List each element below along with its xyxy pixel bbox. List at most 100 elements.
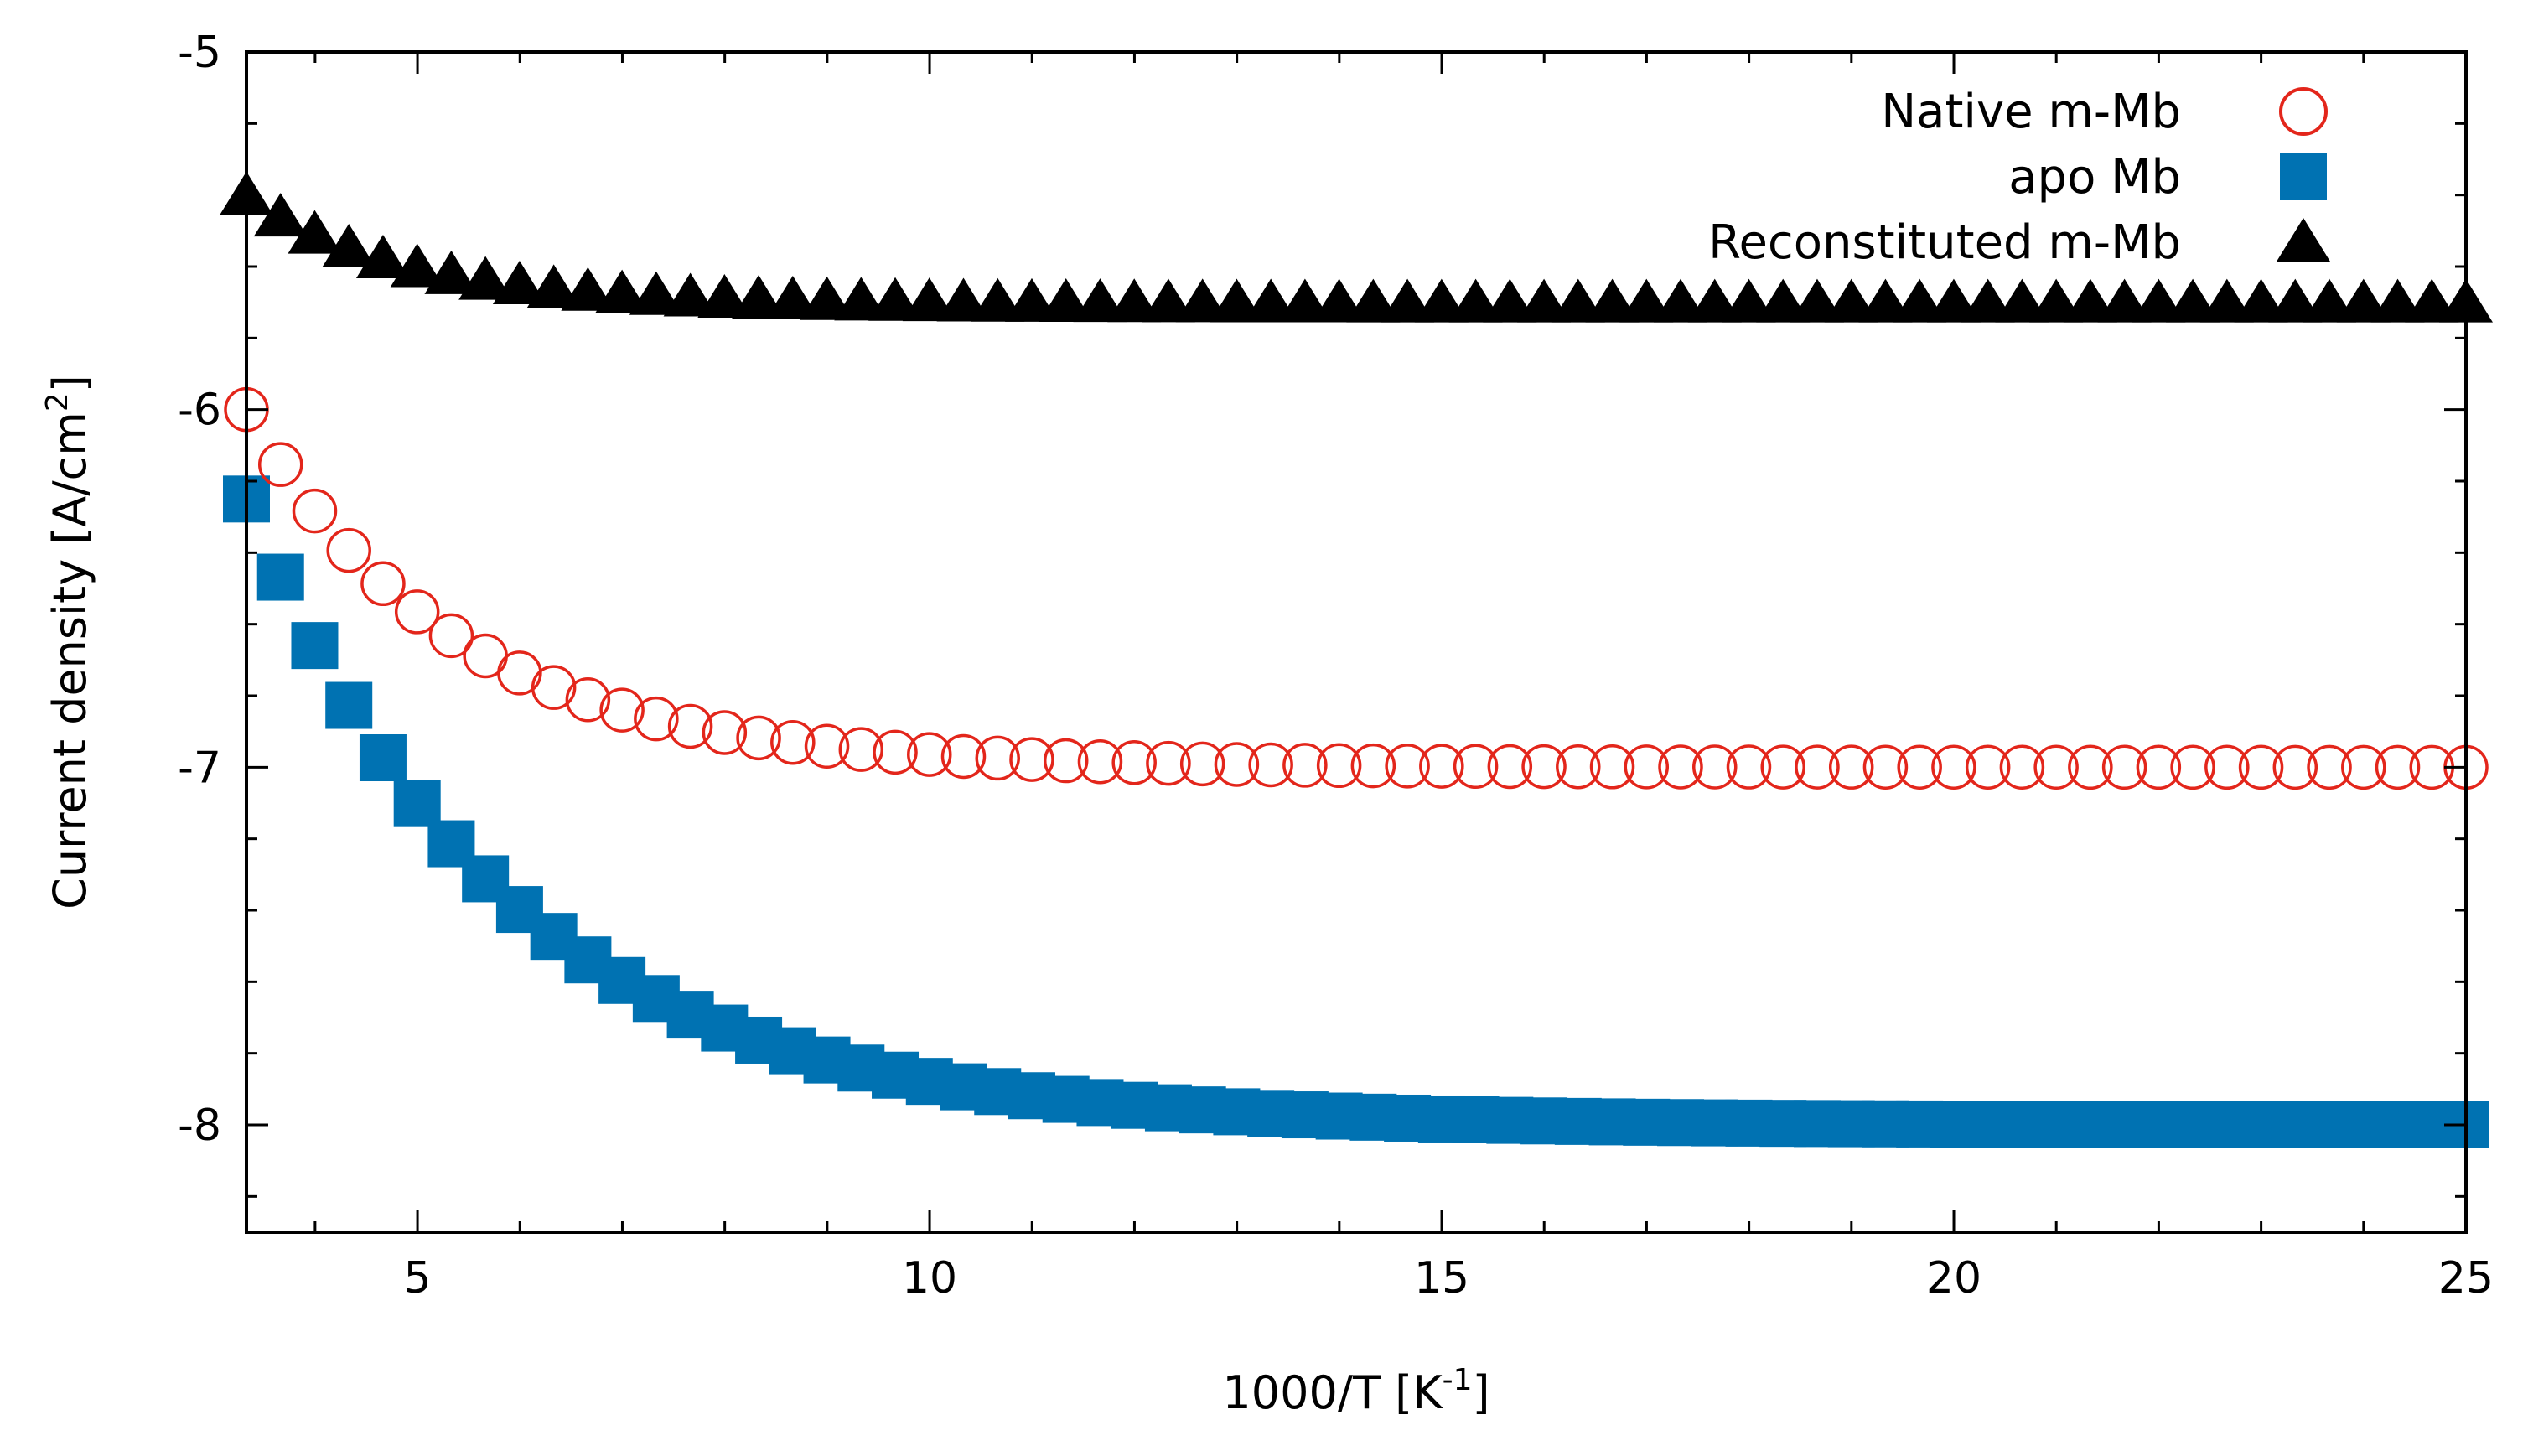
y-tick-label: -5 xyxy=(178,28,221,78)
data-point xyxy=(1999,744,2045,790)
data-point xyxy=(2199,278,2254,323)
data-point xyxy=(1726,744,1772,790)
data-point xyxy=(458,256,513,300)
data-point xyxy=(1043,738,1089,784)
data-point xyxy=(936,277,991,322)
data-point xyxy=(1483,278,1537,323)
data-point xyxy=(1312,278,1366,323)
data-point xyxy=(940,733,987,780)
data-point xyxy=(1111,739,1157,785)
data-point xyxy=(257,442,303,487)
legend-marker-native xyxy=(2279,87,2328,136)
data-point xyxy=(1722,278,1776,323)
data-point xyxy=(1419,744,1464,789)
data-point xyxy=(1248,742,1293,788)
plot-frame xyxy=(245,50,2468,1234)
data-point xyxy=(873,729,918,775)
legend-label-apo: apo Mb xyxy=(2008,150,2181,205)
data-point xyxy=(838,727,884,772)
data-point xyxy=(2234,278,2288,323)
data-point xyxy=(2132,278,2186,323)
data-point xyxy=(2170,744,2215,790)
legend-label-reconstituted: Reconstituted m-Mb xyxy=(1708,215,2181,270)
data-point xyxy=(2375,744,2421,790)
data-point xyxy=(595,269,650,313)
data-point xyxy=(1073,278,1127,323)
data-point xyxy=(1931,744,1976,790)
data-point xyxy=(2238,744,2284,790)
data-point xyxy=(1077,738,1123,785)
data-point xyxy=(834,277,888,321)
data-point xyxy=(561,267,615,311)
data-point xyxy=(1453,744,1499,790)
data-point xyxy=(424,250,479,294)
data-point xyxy=(2101,744,2147,790)
data-points xyxy=(220,171,2493,1148)
data-point xyxy=(2033,744,2079,790)
data-point xyxy=(565,677,611,723)
data-point xyxy=(1381,278,1435,323)
data-point xyxy=(1619,278,1674,323)
data-point xyxy=(1926,278,1981,323)
data-point xyxy=(1624,744,1670,790)
data-point xyxy=(1448,278,1503,323)
x-tick-label: 20 xyxy=(1926,1253,1981,1303)
data-point xyxy=(975,735,1020,781)
data-point xyxy=(2204,744,2250,790)
data-point xyxy=(1487,744,1533,790)
x-tick-label: 5 xyxy=(404,1253,432,1303)
legend: Native m-Mb apo Mb Reconstituted m-Mb xyxy=(1708,85,2330,270)
data-point xyxy=(526,264,581,308)
data-point xyxy=(1179,741,1225,787)
legend-marker-apo xyxy=(2280,153,2327,200)
data-point xyxy=(492,261,547,305)
data-point xyxy=(288,210,342,254)
data-point xyxy=(1004,277,1059,322)
data-point xyxy=(1790,278,1844,323)
data-point xyxy=(359,734,407,782)
data-point xyxy=(1350,743,1396,789)
data-point xyxy=(667,703,713,749)
data-point xyxy=(325,681,373,729)
data-point xyxy=(770,719,816,765)
x-axis-title: 1000/T [K-1] xyxy=(1222,1363,1489,1419)
data-point xyxy=(393,780,441,827)
data-point xyxy=(2307,744,2352,790)
data-point xyxy=(2166,278,2220,323)
data-point xyxy=(1760,744,1805,790)
data-point xyxy=(394,589,440,635)
data-point xyxy=(1039,278,1093,323)
data-point xyxy=(2370,278,2425,323)
data-point xyxy=(971,277,1025,322)
data-point xyxy=(2405,278,2459,323)
data-point xyxy=(1824,278,1878,323)
data-point xyxy=(292,488,338,534)
data-point xyxy=(1897,744,1942,790)
data-point xyxy=(1862,744,1909,790)
x-tick-label: 15 xyxy=(1414,1253,1469,1303)
data-point xyxy=(1244,278,1298,323)
series-reconstituted-m-mb xyxy=(220,171,2493,323)
data-point xyxy=(1692,744,1738,790)
data-point xyxy=(702,710,748,755)
data-point xyxy=(1995,278,2049,323)
data-point xyxy=(1551,278,1605,323)
data-point xyxy=(1009,737,1054,782)
data-point xyxy=(1282,743,1328,788)
data-point xyxy=(1585,278,1640,323)
data-point xyxy=(1175,278,1230,323)
data-point xyxy=(1795,744,1840,790)
data-point xyxy=(360,561,406,607)
data-point xyxy=(1346,278,1401,323)
data-point xyxy=(1517,278,1572,323)
y-tick-label: -6 xyxy=(178,386,221,436)
data-point xyxy=(599,687,645,733)
data-point xyxy=(1756,278,1811,323)
data-point xyxy=(531,665,577,710)
series-native-m-mb xyxy=(224,386,2489,790)
data-point xyxy=(634,696,679,742)
data-point xyxy=(800,276,854,320)
legend-label-native: Native m-Mb xyxy=(1881,85,2181,139)
data-point xyxy=(2341,744,2386,790)
data-point xyxy=(765,276,820,320)
